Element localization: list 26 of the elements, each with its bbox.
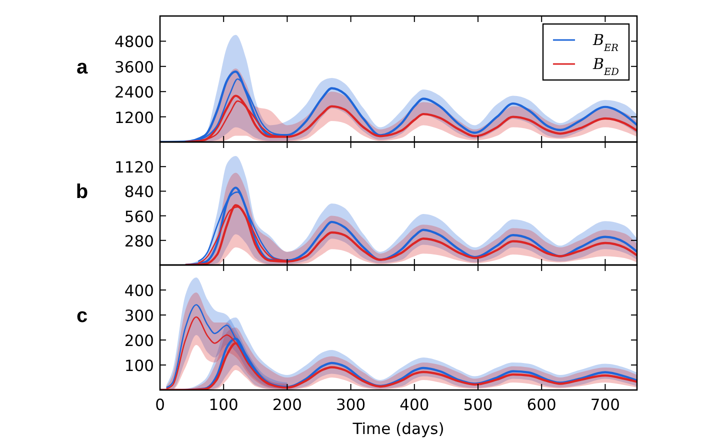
text: a (76, 56, 88, 78)
x-tick-label: 100 (208, 396, 238, 414)
y-tick-label: 3600 (114, 58, 154, 76)
y-tick-label: 300 (124, 307, 154, 325)
text: c (76, 305, 88, 327)
x-axis-title: Time (days) (352, 420, 444, 438)
legend-label: B$_{ED}$ (592, 55, 620, 78)
text: b (76, 181, 88, 204)
x-tick-label: 700 (590, 396, 620, 414)
x-tick-label: 400 (400, 396, 430, 414)
y-tick-label: 1120 (114, 158, 154, 177)
x-tick-label: 0 (155, 396, 165, 414)
legend-label: B$_{ER}$ (592, 31, 618, 54)
y-tick-label: 840 (124, 183, 154, 202)
y-tick-label: 560 (124, 208, 154, 226)
x-tick-label: 500 (463, 396, 493, 414)
y-tick-label: 4800 (114, 33, 154, 52)
y-tick-label: 1200 (114, 108, 154, 127)
y-tick-label: 400 (124, 282, 154, 300)
y-tick-label: 2400 (114, 84, 154, 102)
x-tick-label: 300 (336, 396, 366, 414)
y-tick-label: 200 (124, 332, 154, 350)
x-tick-label: 200 (272, 396, 302, 414)
y-tick-label: 280 (124, 232, 154, 250)
y-tick-label: 100 (124, 357, 154, 375)
x-tick-label: 600 (526, 396, 556, 414)
